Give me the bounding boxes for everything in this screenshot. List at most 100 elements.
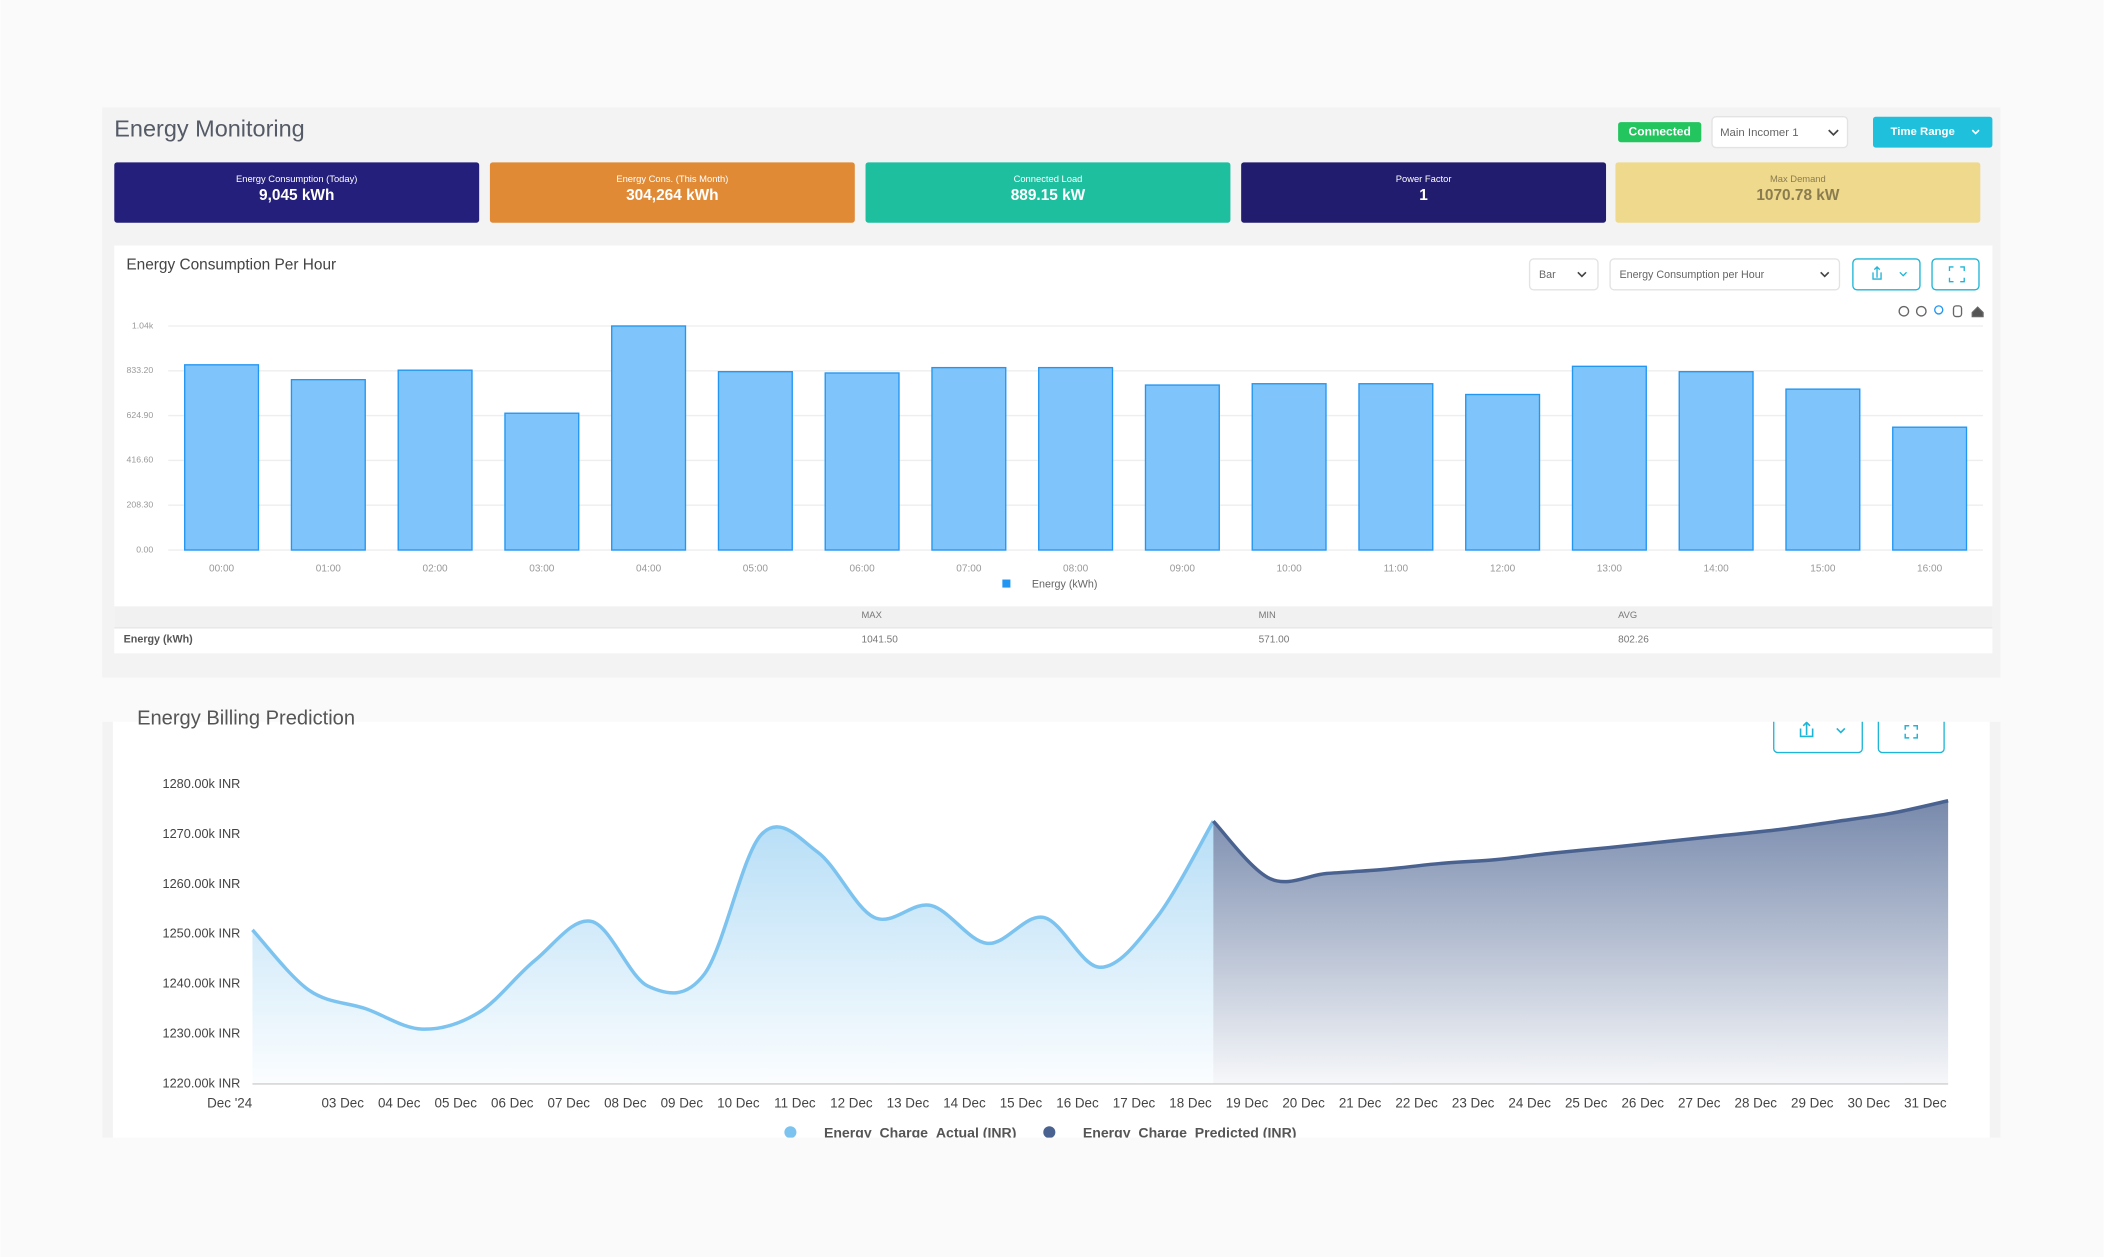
bar	[1678, 371, 1754, 551]
bar	[1465, 393, 1541, 551]
x-tick-label: 12 Dec	[830, 1096, 873, 1111]
x-tick-label: 10 Dec	[717, 1096, 760, 1111]
x-tick-label: 15 Dec	[1000, 1096, 1043, 1111]
y-tick-label: 1220.00k INR	[163, 1075, 241, 1090]
bar	[1785, 388, 1861, 551]
x-tick-label: 16 Dec	[1056, 1096, 1099, 1111]
table-cell: 571.00	[1259, 635, 1290, 646]
bar	[1251, 383, 1327, 551]
chart-title: Energy Consumption Per Hour	[126, 257, 336, 274]
y-tick-label: 1280.00k INR	[163, 776, 241, 791]
export-button[interactable]	[1852, 258, 1921, 291]
chart-title: Energy Billing Prediction	[137, 707, 355, 729]
legend-label: Energy_Charge_Predicted (INR)	[1083, 1124, 1297, 1140]
bar	[290, 378, 366, 551]
x-tick-label: Dec '24	[207, 1096, 253, 1111]
x-tick-label: 09:00	[1170, 563, 1196, 574]
x-tick-label: 08:00	[1063, 563, 1089, 574]
x-tick-label: 31 Dec	[1904, 1096, 1947, 1111]
x-tick-label: 18 Dec	[1169, 1096, 1212, 1111]
x-tick-label: 01:00	[316, 563, 342, 574]
x-tick-label: 30 Dec	[1848, 1096, 1891, 1111]
kpi-label: Connected Load	[1014, 173, 1083, 184]
chevron	[1971, 129, 1980, 135]
x-tick-label: 12:00	[1490, 563, 1516, 574]
y-tick-label: 1250.00k INR	[163, 926, 241, 941]
bar	[1571, 365, 1647, 551]
kpi-label: Energy Cons. (This Month)	[616, 173, 728, 184]
bottom-panel: 1220.00k INR 1230.00k INR 1240.00k INR 1250…	[102, 711, 2001, 1140]
export-icon	[1799, 721, 1846, 738]
x-tick-label: 19 Dec	[1226, 1096, 1269, 1111]
time-range-text: Time Range	[1890, 126, 1954, 138]
pan-icon[interactable]	[1952, 305, 1963, 318]
bar	[1892, 426, 1968, 551]
legend-swatch	[1043, 1126, 1056, 1138]
bar	[717, 371, 793, 551]
fullscreen-button[interactable]	[1931, 258, 1980, 291]
kpi-label: Power Factor	[1396, 173, 1452, 184]
chevron	[1899, 271, 1908, 277]
kpi-card	[1615, 162, 1981, 223]
chart-toolbar	[1898, 305, 1984, 318]
x-tick-label: 05 Dec	[434, 1096, 477, 1111]
bar	[824, 372, 900, 551]
kpi-card	[1241, 162, 1607, 223]
kpi-card	[489, 162, 855, 223]
bar	[611, 325, 687, 551]
x-tick-label: 29 Dec	[1791, 1096, 1834, 1111]
x-tick-label: 27 Dec	[1678, 1096, 1721, 1111]
chevron	[1577, 271, 1587, 278]
bar	[1144, 384, 1220, 551]
kpi-value: 9,045 kWh	[259, 187, 334, 204]
table-row-label: Energy (kWh)	[124, 634, 194, 646]
x-tick-label: 22 Dec	[1395, 1096, 1438, 1111]
export-icon	[1872, 266, 1882, 280]
x-tick-label: 10:00	[1277, 563, 1303, 574]
x-tick-label: 05:00	[743, 563, 769, 574]
legend-label: Energy (kWh)	[1032, 579, 1098, 591]
home-icon[interactable]	[1971, 306, 1984, 318]
line	[1212, 799, 1949, 884]
zoom-icon[interactable]	[1934, 305, 1944, 315]
x-tick-label: 13 Dec	[887, 1096, 930, 1111]
incomer-select[interactable]	[1711, 116, 1849, 149]
x-tick-label: 23 Dec	[1452, 1096, 1495, 1111]
y-tick-label: 1240.00k INR	[163, 976, 241, 991]
x-tick-label: 15:00	[1810, 563, 1836, 574]
zoom-out-icon[interactable]	[1915, 305, 1927, 317]
x-tick-label: 11:00	[1384, 563, 1409, 574]
status-text: Connected	[1629, 124, 1691, 138]
y-tick-label: 0.00	[136, 544, 153, 554]
fullscreen-icon	[1904, 725, 1919, 739]
x-tick-label: 13:00	[1597, 563, 1623, 574]
line	[251, 820, 1215, 1031]
x-tick-label: 09 Dec	[661, 1096, 704, 1111]
kpi-card	[114, 162, 480, 223]
y-tick-label: 1260.00k INR	[163, 876, 241, 891]
x-tick-label: 14:00	[1704, 563, 1730, 574]
time-range-button[interactable]	[1873, 116, 1993, 148]
x-tick-label: 03 Dec	[321, 1096, 364, 1111]
x-tick-label: 28 Dec	[1735, 1096, 1778, 1111]
x-tick-label: 20 Dec	[1282, 1096, 1325, 1111]
export-button[interactable]	[1773, 711, 1863, 754]
x-tick-label: 14 Dec	[943, 1096, 986, 1111]
chevron	[1820, 271, 1830, 278]
table-column-header: AVG	[1618, 609, 1637, 620]
metric-select[interactable]	[1609, 258, 1841, 291]
kpi-value: 889.15 kW	[1011, 187, 1086, 204]
fullscreen-icon	[1948, 266, 1965, 283]
zoom-in-icon[interactable]	[1898, 305, 1910, 317]
y-tick-label: 208.30	[127, 500, 154, 510]
table-cell: 802.26	[1618, 635, 1649, 646]
table-header	[114, 606, 1993, 628]
x-tick-label: 06 Dec	[491, 1096, 534, 1111]
fullscreen-button[interactable]	[1877, 711, 1945, 754]
chart-type-select[interactable]	[1528, 258, 1599, 291]
kpi-value: 1070.78 kW	[1756, 187, 1840, 204]
x-tick-label: 04:00	[636, 563, 662, 574]
x-tick-label: 03:00	[529, 563, 555, 574]
